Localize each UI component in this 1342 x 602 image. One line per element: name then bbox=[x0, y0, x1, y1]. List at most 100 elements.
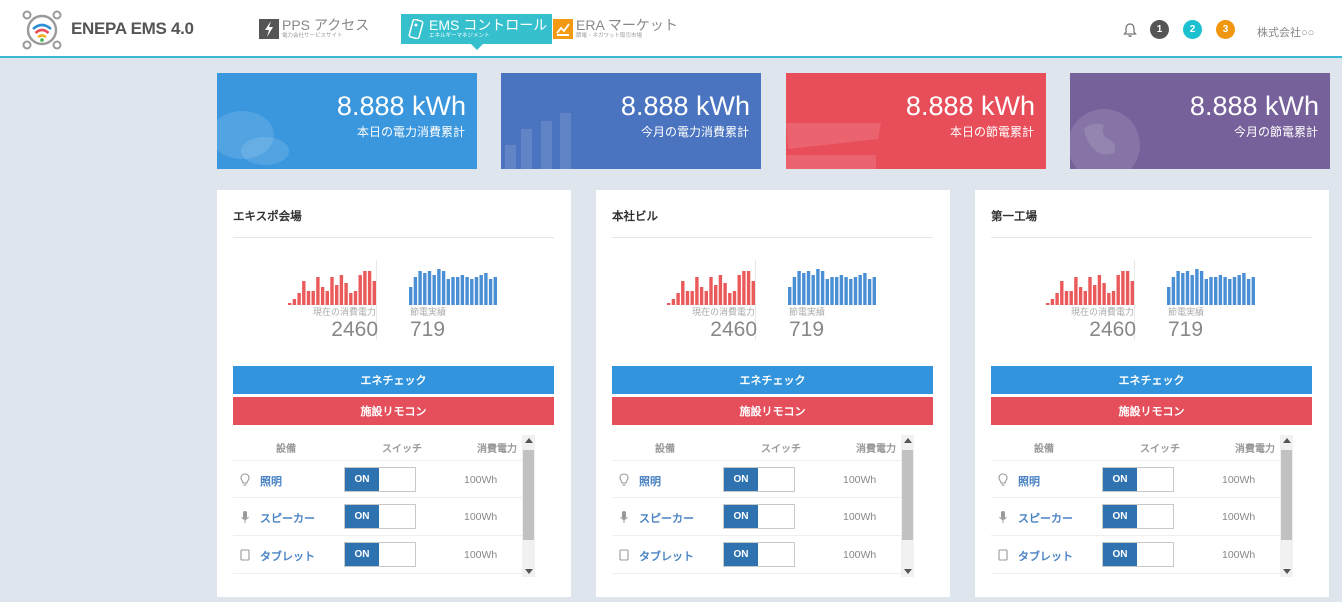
enecheck-button[interactable]: エネチェック bbox=[991, 366, 1312, 394]
lightning-icon bbox=[259, 19, 279, 39]
scroll-thumb[interactable] bbox=[902, 450, 913, 540]
nav-sublabel: 電力会社サービスサイト bbox=[282, 33, 343, 40]
nav-era-market[interactable]: ERA マーケット 節電・ネガワット取引市場 bbox=[551, 14, 680, 44]
consumption-bar bbox=[704, 291, 708, 305]
saving-bar bbox=[488, 279, 493, 305]
consumption-bar bbox=[330, 277, 334, 305]
saving-bar bbox=[792, 277, 797, 305]
scroll-down-arrow-icon[interactable] bbox=[525, 569, 533, 574]
device-switch[interactable]: ON bbox=[723, 542, 795, 567]
consumption-bar bbox=[671, 299, 676, 305]
device-name[interactable]: 照明 bbox=[639, 476, 661, 488]
device-switch[interactable]: ON bbox=[1102, 542, 1174, 567]
consumption-bar bbox=[1088, 277, 1092, 305]
table-scrollbar[interactable] bbox=[1280, 435, 1293, 577]
facility-remote-button[interactable]: 施設リモコン bbox=[991, 397, 1312, 425]
scroll-thumb[interactable] bbox=[523, 450, 534, 540]
table-scrollbar[interactable] bbox=[522, 435, 535, 577]
device-switch[interactable]: ON bbox=[344, 504, 416, 529]
saving-bar bbox=[1199, 271, 1204, 305]
enecheck-button[interactable]: エネチェック bbox=[612, 366, 933, 394]
consumption-bar bbox=[306, 291, 311, 305]
saving-bar bbox=[413, 277, 418, 305]
wifi-network-logo-icon[interactable] bbox=[22, 10, 62, 50]
notification-badge[interactable]: 2 bbox=[1183, 20, 1202, 39]
consumption-bar bbox=[1083, 291, 1087, 305]
switch-on-label: ON bbox=[1103, 468, 1137, 491]
scroll-up-arrow-icon[interactable] bbox=[525, 438, 533, 443]
saving-bar bbox=[1171, 277, 1176, 305]
enecheck-button[interactable]: エネチェック bbox=[233, 366, 554, 394]
device-switch[interactable]: ON bbox=[723, 504, 795, 529]
consumption-bar bbox=[372, 281, 376, 305]
table-scrollbar[interactable] bbox=[901, 435, 914, 577]
table-row: スピーカー ON 100Wh bbox=[233, 498, 534, 536]
site-card-factory-1: 第一工場 現在の消費電力 2460 節電実績 719 エネチェック 施設リモコン… bbox=[975, 190, 1329, 597]
device-name[interactable]: 照明 bbox=[1018, 476, 1040, 488]
bell-icon[interactable] bbox=[1122, 22, 1138, 38]
consumption-bar bbox=[1069, 291, 1073, 305]
device-name[interactable]: タブレット bbox=[260, 551, 315, 563]
cart-icon bbox=[786, 123, 881, 169]
nav-ems-control[interactable]: EMS コントロール エネルギーマネジメント bbox=[401, 14, 553, 50]
consumption-bar bbox=[349, 293, 353, 305]
stat-tile-today-saving: 8.888 kWh 本日の節電累計 bbox=[786, 73, 1046, 169]
saving-bar bbox=[1167, 287, 1171, 305]
nav-pps-access[interactable]: PPS アクセス 電力会社サービスサイト bbox=[257, 14, 371, 44]
consumption-bar bbox=[1078, 287, 1083, 305]
switch-on-label: ON bbox=[345, 468, 379, 491]
consumption-bar bbox=[302, 281, 306, 305]
device-name[interactable]: スピーカー bbox=[1018, 513, 1073, 525]
saving-label: 節電実績 bbox=[1168, 307, 1205, 317]
consumption-bar bbox=[681, 281, 685, 305]
saving-bar bbox=[788, 287, 792, 305]
saving-bar bbox=[1228, 279, 1232, 305]
saving-bar bbox=[1190, 275, 1194, 305]
device-switch[interactable]: ON bbox=[1102, 467, 1174, 492]
device-name[interactable]: スピーカー bbox=[639, 513, 694, 525]
divider bbox=[755, 260, 756, 340]
stat-label: 今月の節電累計 bbox=[1233, 125, 1318, 139]
consumption-bar bbox=[718, 275, 723, 305]
saving-bar bbox=[1223, 277, 1227, 305]
saving-bar bbox=[474, 277, 479, 305]
table-row: スピーカー ON 100Wh bbox=[991, 498, 1292, 536]
device-name[interactable]: 照明 bbox=[260, 476, 282, 488]
device-switch[interactable]: ON bbox=[723, 467, 795, 492]
site-card-headquarters: 本社ビル 現在の消費電力 2460 節電実績 719 エネチェック 施設リモコン… bbox=[596, 190, 950, 597]
device-name[interactable]: タブレット bbox=[1018, 551, 1073, 563]
facility-remote-button[interactable]: 施設リモコン bbox=[233, 397, 554, 425]
consumption-label: 現在の消費電力 bbox=[691, 307, 755, 317]
scroll-down-arrow-icon[interactable] bbox=[1283, 569, 1291, 574]
nav-sublabel: エネルギーマネジメント bbox=[429, 33, 490, 40]
device-name[interactable]: タブレット bbox=[639, 551, 694, 563]
column-header-power: 消費電力 bbox=[477, 444, 517, 455]
scroll-up-arrow-icon[interactable] bbox=[904, 438, 912, 443]
stat-value: 8.888 kWh bbox=[336, 91, 466, 121]
column-header-equipment: 設備 bbox=[276, 444, 296, 455]
microphone-icon bbox=[620, 511, 628, 523]
table-row: スピーカー ON 100Wh bbox=[612, 498, 913, 536]
consumption-bar bbox=[1125, 271, 1130, 305]
device-switch[interactable]: ON bbox=[344, 542, 416, 567]
company-name[interactable]: 株式会社○○ bbox=[1257, 27, 1315, 39]
facility-remote-button[interactable]: 施設リモコン bbox=[612, 397, 933, 425]
notification-badge[interactable]: 3 bbox=[1216, 20, 1235, 39]
saving-bar bbox=[441, 271, 446, 305]
scroll-thumb[interactable] bbox=[1281, 450, 1292, 540]
tablet-icon bbox=[619, 549, 629, 561]
stat-label: 本日の電力消費累計 bbox=[356, 125, 465, 139]
scroll-down-arrow-icon[interactable] bbox=[904, 569, 912, 574]
device-name[interactable]: スピーカー bbox=[260, 513, 315, 525]
saving-bar bbox=[1181, 273, 1185, 305]
device-switch[interactable]: ON bbox=[1102, 504, 1174, 529]
switch-on-label: ON bbox=[345, 505, 379, 528]
saving-bar bbox=[802, 273, 806, 305]
saving-bar bbox=[432, 275, 436, 305]
switch-on-label: ON bbox=[1103, 505, 1137, 528]
saving-label: 節電実績 bbox=[410, 307, 447, 317]
scroll-up-arrow-icon[interactable] bbox=[1283, 438, 1291, 443]
notification-badge[interactable]: 1 bbox=[1150, 20, 1169, 39]
microphone-icon bbox=[999, 511, 1007, 523]
device-switch[interactable]: ON bbox=[344, 467, 416, 492]
